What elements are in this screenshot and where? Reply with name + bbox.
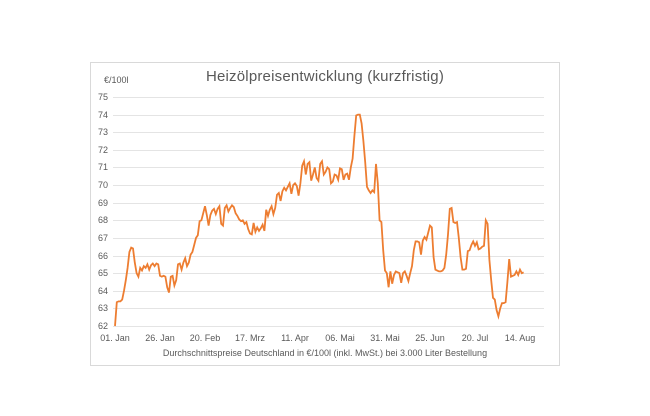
y-tick-label: 71 (97, 162, 108, 173)
x-tick-label: 20. Feb (189, 333, 221, 343)
gridline (113, 326, 544, 327)
gridline (113, 97, 544, 98)
gridline (113, 273, 544, 275)
gridline (113, 132, 544, 134)
y-axis-unit-label: €/100l (104, 75, 129, 85)
x-tick-label: 31. Mai (370, 333, 400, 343)
gridline (113, 185, 544, 187)
x-tick-label: 17. Mrz (234, 333, 266, 343)
x-tick-label: 20. Jul (461, 333, 489, 343)
y-tick-label: 64 (97, 285, 108, 296)
gridline (113, 255, 544, 257)
y-tick-label: 66 (97, 250, 108, 261)
y-tick-label: 73 (97, 127, 108, 138)
gridline (113, 220, 544, 222)
x-tick-label: 11. Apr (281, 333, 309, 343)
gridline (113, 290, 544, 292)
y-tick-label: 65 (97, 268, 108, 279)
x-tick-label: 25. Jun (415, 333, 445, 343)
price-line-series (114, 113, 524, 327)
gridline (113, 202, 544, 204)
x-tick-label: 14. Aug (504, 333, 536, 343)
y-tick-label: 68 (97, 215, 108, 226)
x-tick-label: 26. Jan (145, 333, 175, 343)
x-tick-label: 01. Jan (100, 333, 130, 343)
y-tick-label: 70 (97, 180, 108, 191)
chart-title: Heizölpreisentwicklung (kurzfristig) (205, 68, 445, 85)
gridline (113, 237, 544, 239)
plot-area (113, 97, 544, 327)
gridline (113, 114, 544, 116)
x-tick-label: 06. Mai (325, 333, 355, 343)
y-tick-label: 63 (97, 303, 108, 314)
y-tick-label: 75 (97, 92, 108, 102)
gridline (113, 149, 544, 151)
chart-footnote: Durchschnittspreise Deutschland in €/100… (162, 348, 488, 358)
y-tick-label: 72 (97, 144, 108, 155)
chart-frame: Heizölpreisentwicklung (kurzfristig) €/1… (90, 62, 560, 366)
y-tick-label: 74 (97, 109, 108, 120)
y-tick-label: 67 (97, 232, 108, 243)
price-line (114, 113, 524, 327)
y-tick-label: 62 (97, 321, 108, 331)
y-tick-label: 69 (97, 197, 108, 208)
gridline (113, 308, 544, 310)
